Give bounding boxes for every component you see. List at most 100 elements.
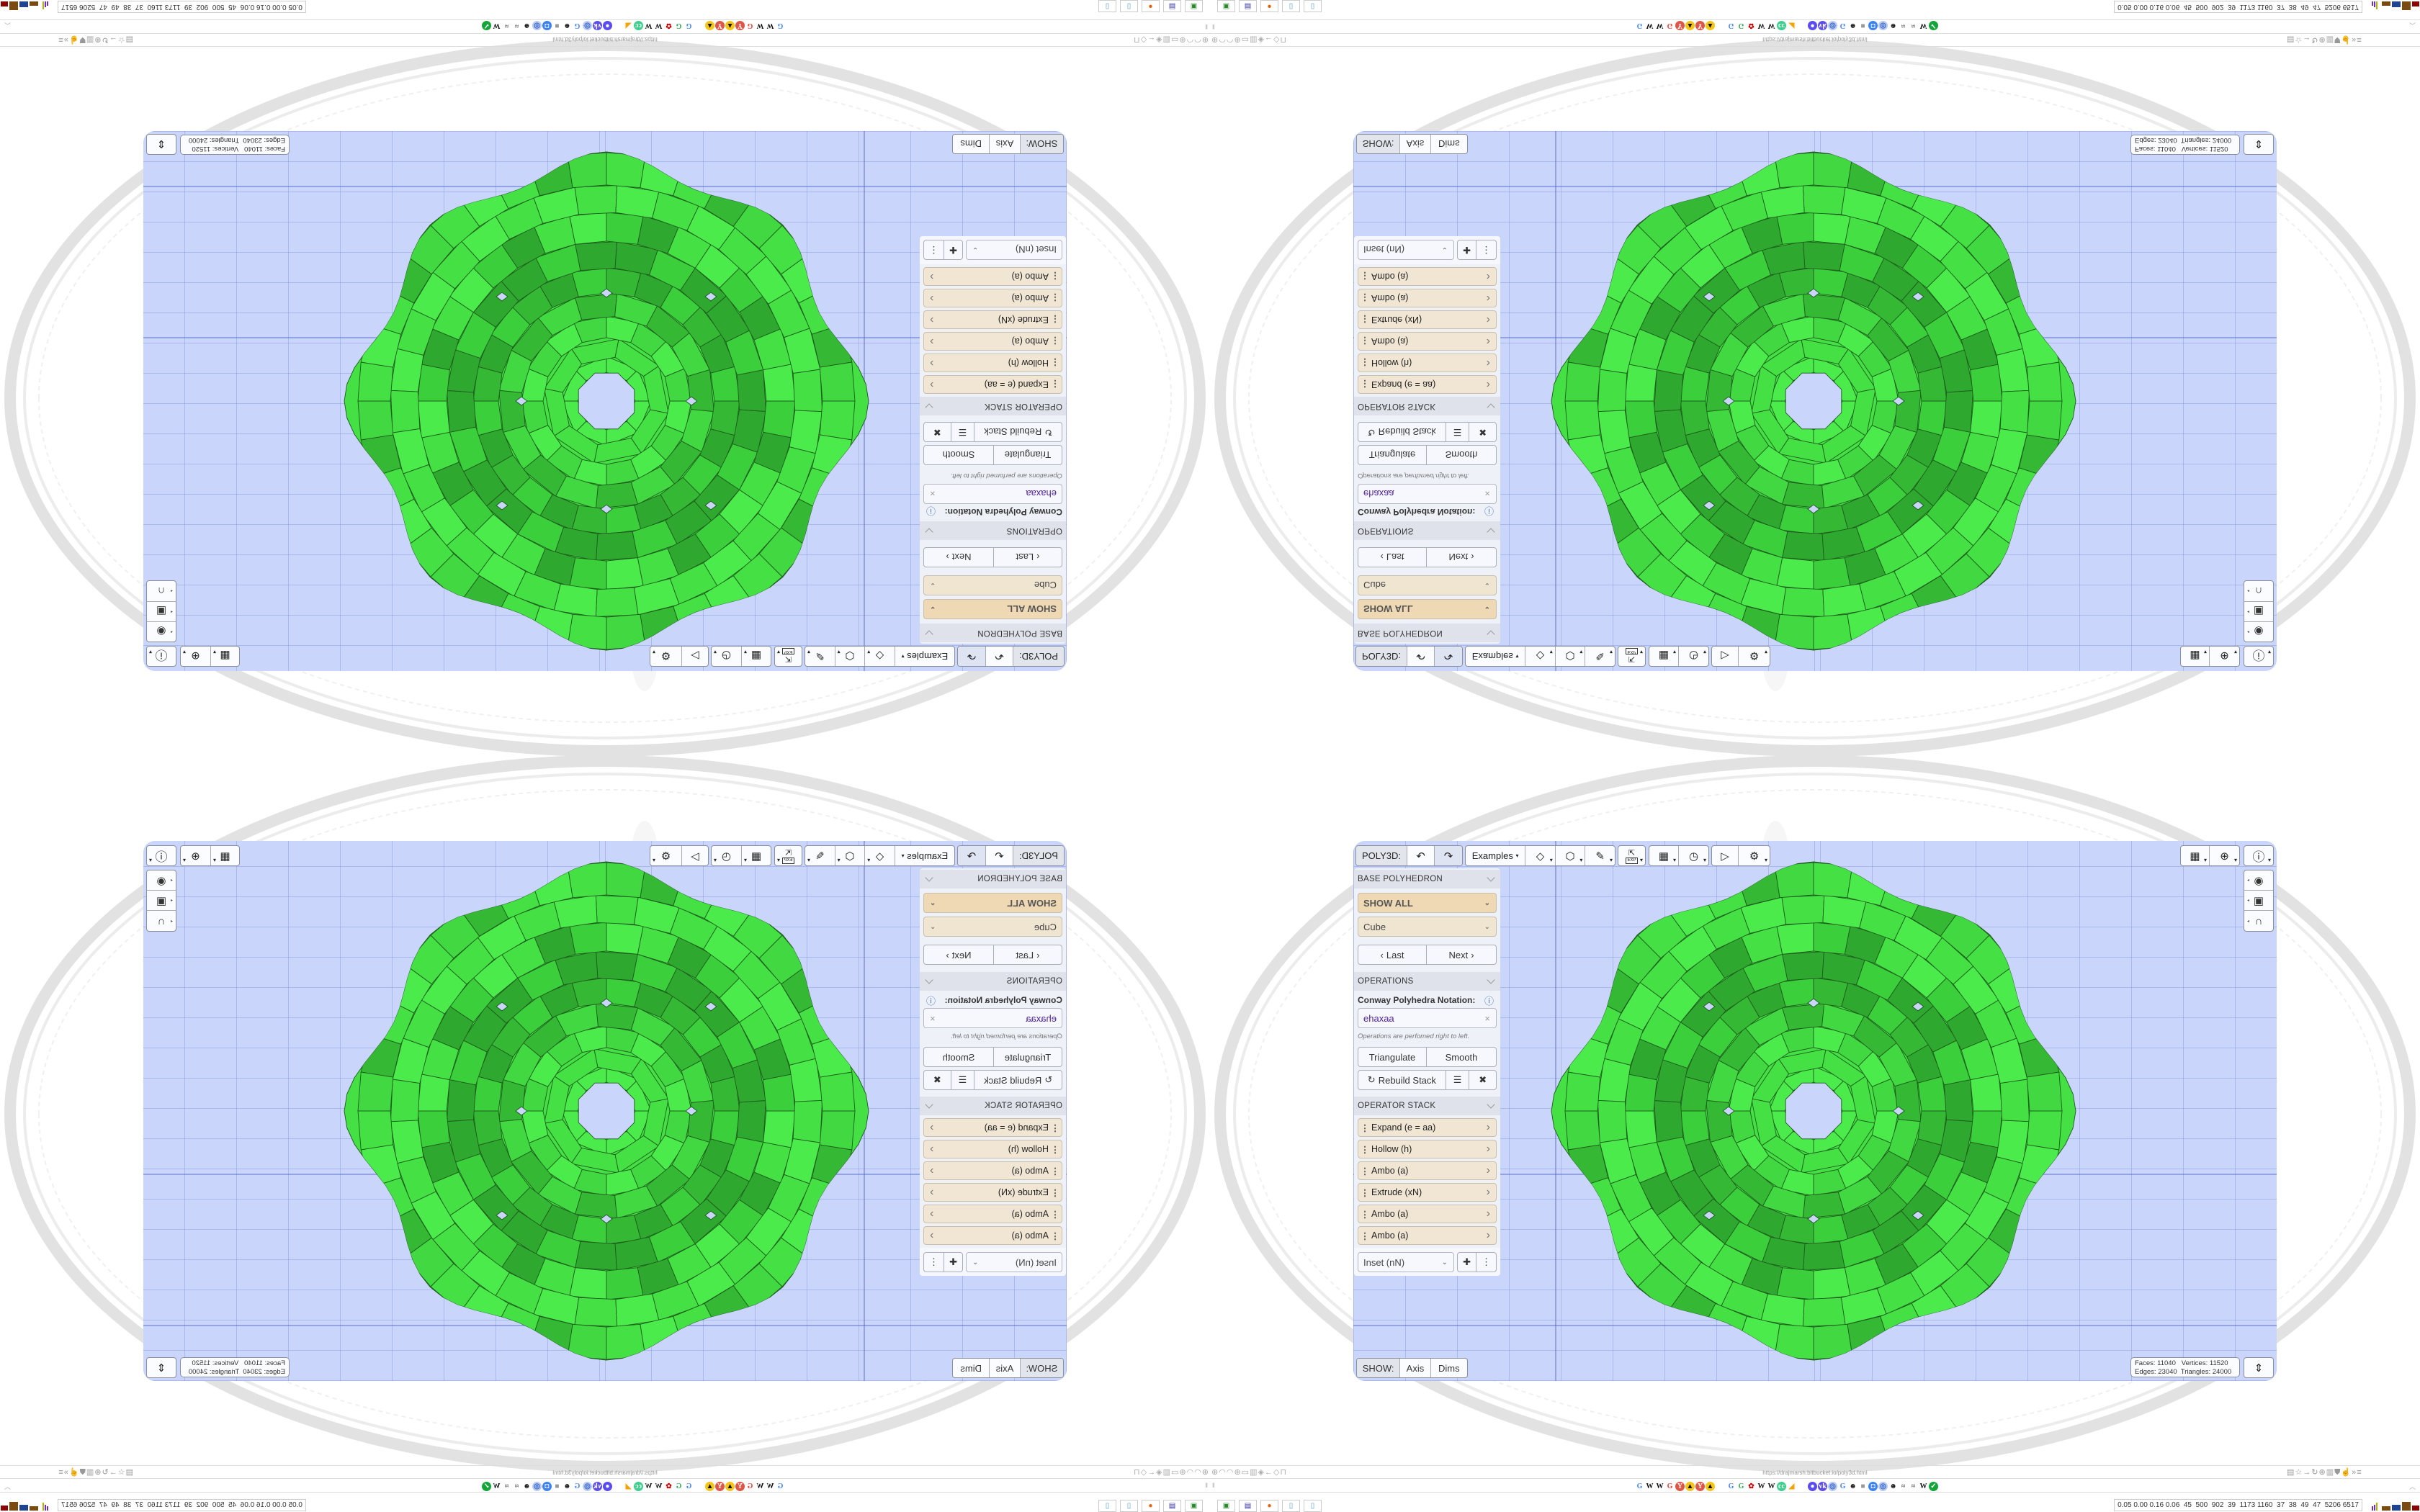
pencil-menu[interactable]: ✎ ▾ <box>1595 850 1613 864</box>
bookmark-icon[interactable]: ◘ <box>542 1481 552 1491</box>
stack-item[interactable]: ⋮ Ambo (a) › <box>1358 332 1497 351</box>
last-button[interactable]: ‹ Last <box>1358 548 1428 567</box>
polyhedron-render[interactable] <box>1353 841 2277 1381</box>
play-button[interactable]: ▷ <box>681 647 708 666</box>
operations-header[interactable]: OPERATIONS <box>920 521 1066 540</box>
ublock-icon[interactable]: ⛊ <box>79 1468 86 1477</box>
stack-item[interactable]: ⋮ Hollow (h) › <box>923 354 1062 372</box>
overflow-icon[interactable]: » <box>63 1468 68 1477</box>
stack-item[interactable]: ⋮ Expand (e = aa) › <box>923 1118 1062 1137</box>
stack-item[interactable]: ⋮ Ambo (a) › <box>1358 1205 1497 1223</box>
star-icon[interactable]: ☆ <box>117 35 125 44</box>
clock-menu[interactable]: ◷ ▾ <box>1688 649 1706 662</box>
examples-menu[interactable]: Examples ▾ <box>1466 846 1526 865</box>
bookmark-icon[interactable]: ✿ <box>1748 1482 1754 1490</box>
next-button[interactable]: Next › <box>1427 945 1496 964</box>
bookmark-icon[interactable]: ✓ <box>1929 1481 1938 1491</box>
bookmark-icon[interactable]: ■ <box>1860 1482 1865 1490</box>
operations-header[interactable]: OPERATIONS <box>1354 972 1500 991</box>
add-operator-button[interactable]: ✚ <box>1458 1253 1477 1272</box>
tag-menu[interactable]: ◇ ▾ <box>864 846 895 865</box>
bookmark-icon[interactable]: ≈ <box>1911 22 1916 30</box>
bookmark-icon[interactable]: G <box>676 22 682 30</box>
dims-toggle[interactable]: Dims <box>960 138 982 150</box>
url-bar[interactable]: https://drajmarsh.bitbucket.io/poly3d.ht… <box>552 1470 658 1476</box>
bookmark-icon[interactable]: ✿ <box>1748 22 1754 30</box>
cube-menu[interactable]: ⬡ ▾ <box>834 846 865 865</box>
undo-button[interactable]: ↶ <box>1407 846 1435 865</box>
snap-button[interactable]: ◂ ∩ <box>157 585 173 598</box>
bookmark-icon[interactable]: Y <box>735 1481 745 1491</box>
dims-toggle[interactable]: Dims <box>1438 1362 1460 1374</box>
info-icon[interactable]: ⓘ <box>1484 505 1494 516</box>
stack-item[interactable]: ⋮ Hollow (h) › <box>1358 354 1497 372</box>
polyhedron-render[interactable] <box>143 131 1067 671</box>
examples-menu[interactable]: Examples ▾ <box>894 846 954 865</box>
bookmark-icon[interactable]: G <box>777 1482 784 1490</box>
stack-item[interactable]: ⋮ Ambo (a) › <box>1358 1161 1497 1180</box>
trash-icon[interactable]: ▥ <box>85 35 94 44</box>
taskbar-button[interactable]: ▯ <box>1120 0 1138 12</box>
drag-handle-icon[interactable]: ⋮ <box>1050 314 1060 325</box>
bookmark-icon[interactable]: W <box>766 22 774 30</box>
bookmark-icon[interactable]: ☻ <box>1889 1482 1897 1490</box>
bookmark-icon[interactable]: ▲ <box>725 21 735 31</box>
taskbar-button[interactable]: ▯ <box>1282 0 1300 12</box>
taskbar-button[interactable]: ▤ <box>1163 0 1181 12</box>
info-button[interactable]: ⓘ ▾ <box>147 846 176 865</box>
bookmark-icon[interactable]: ■ <box>555 1482 560 1490</box>
clear-stack-button[interactable]: ✖ <box>1469 1071 1496 1089</box>
visibility-button[interactable]: ◂ ◉ <box>2244 621 2273 642</box>
add-operator-button[interactable]: ✚ <box>943 240 962 259</box>
calendar-menu[interactable]: ▦ ▾ <box>1649 647 1680 666</box>
rebuild-stack-button[interactable]: ↻ Rebuild Stack <box>1358 423 1446 441</box>
bookmark-icon[interactable]: ✓ <box>482 21 491 31</box>
visibility-button[interactable]: ◂ ◉ <box>2244 870 2273 891</box>
operator-select[interactable]: Inset (nN) ⌄ <box>966 240 1062 260</box>
stack-item[interactable]: ⋮ Hollow (h) › <box>923 1140 1062 1158</box>
reload-icon[interactable]: ↻ <box>101 35 109 44</box>
list-button[interactable]: ☰ <box>950 1071 974 1089</box>
thumb-icon[interactable]: ☝ <box>68 1468 79 1477</box>
bookmark-icon[interactable]: G <box>777 22 784 30</box>
bookmark-icon[interactable]: ≈ <box>504 1482 509 1490</box>
axis-toggle[interactable]: Axis <box>1400 135 1431 153</box>
taskbar-button[interactable]: ▯ <box>1304 0 1322 12</box>
bookmark-icon[interactable]: ◎ <box>1878 21 1888 31</box>
info-icon[interactable]: ⓘ <box>1484 996 1494 1007</box>
triangulate-button[interactable]: Triangulate <box>992 446 1062 464</box>
info-button[interactable]: ⓘ ▾ <box>147 647 176 666</box>
bookmark-icon[interactable]: ▲ <box>705 21 714 31</box>
bookmark-icon[interactable]: ≈ <box>504 22 509 30</box>
bookmark-icon[interactable]: ≈ <box>514 22 519 30</box>
bookmark-icon[interactable]: W <box>1757 22 1765 30</box>
trash-icon[interactable]: ▥ <box>2326 35 2335 44</box>
tag-menu[interactable]: ◇ ▾ <box>864 647 895 666</box>
overflow-icon[interactable]: » <box>63 35 68 44</box>
bookmark-icon[interactable]: ▲ <box>1706 21 1715 31</box>
bookmark-icon[interactable]: W <box>1646 1482 1654 1490</box>
stack-item[interactable]: ⋮ Ambo (a) › <box>923 289 1062 307</box>
bookmark-icon[interactable]: W <box>493 22 501 30</box>
play-button[interactable]: ▷ <box>681 846 708 865</box>
clear-icon[interactable]: × <box>930 488 936 500</box>
reload-icon[interactable]: ↻ <box>2311 35 2319 44</box>
smooth-button[interactable]: Smooth <box>942 449 975 461</box>
drag-handle-icon[interactable]: ⋮ <box>1050 1209 1060 1220</box>
next-button[interactable]: Next › <box>924 548 993 567</box>
operations-header[interactable]: OPERATIONS <box>920 972 1066 991</box>
bookmark-icon[interactable]: G <box>574 22 581 30</box>
drag-handle-icon[interactable]: ⋮ <box>1050 1166 1060 1176</box>
operator-options-button[interactable]: ⋮ <box>924 1253 944 1272</box>
star-icon[interactable]: ☆ <box>117 1468 125 1477</box>
bookmark-icon[interactable]: ✓ <box>482 1481 491 1491</box>
settings-menu[interactable]: ⚙ ▾ <box>1749 649 1767 662</box>
calendar-menu[interactable]: ▦ ▾ <box>740 647 771 666</box>
drag-handle-icon[interactable]: ⋮ <box>1050 1230 1060 1241</box>
translate-icon[interactable]: ▤ <box>125 35 133 44</box>
star-icon[interactable]: ☆ <box>2295 35 2303 44</box>
operator-select[interactable]: Inset (nN) ⌄ <box>1358 240 1454 260</box>
taskbar-button[interactable]: ▯ <box>1098 0 1116 12</box>
bookmark-icon[interactable]: ▲ <box>1706 1481 1715 1491</box>
chevron-up-icon[interactable]: ︿ <box>4 22 11 29</box>
